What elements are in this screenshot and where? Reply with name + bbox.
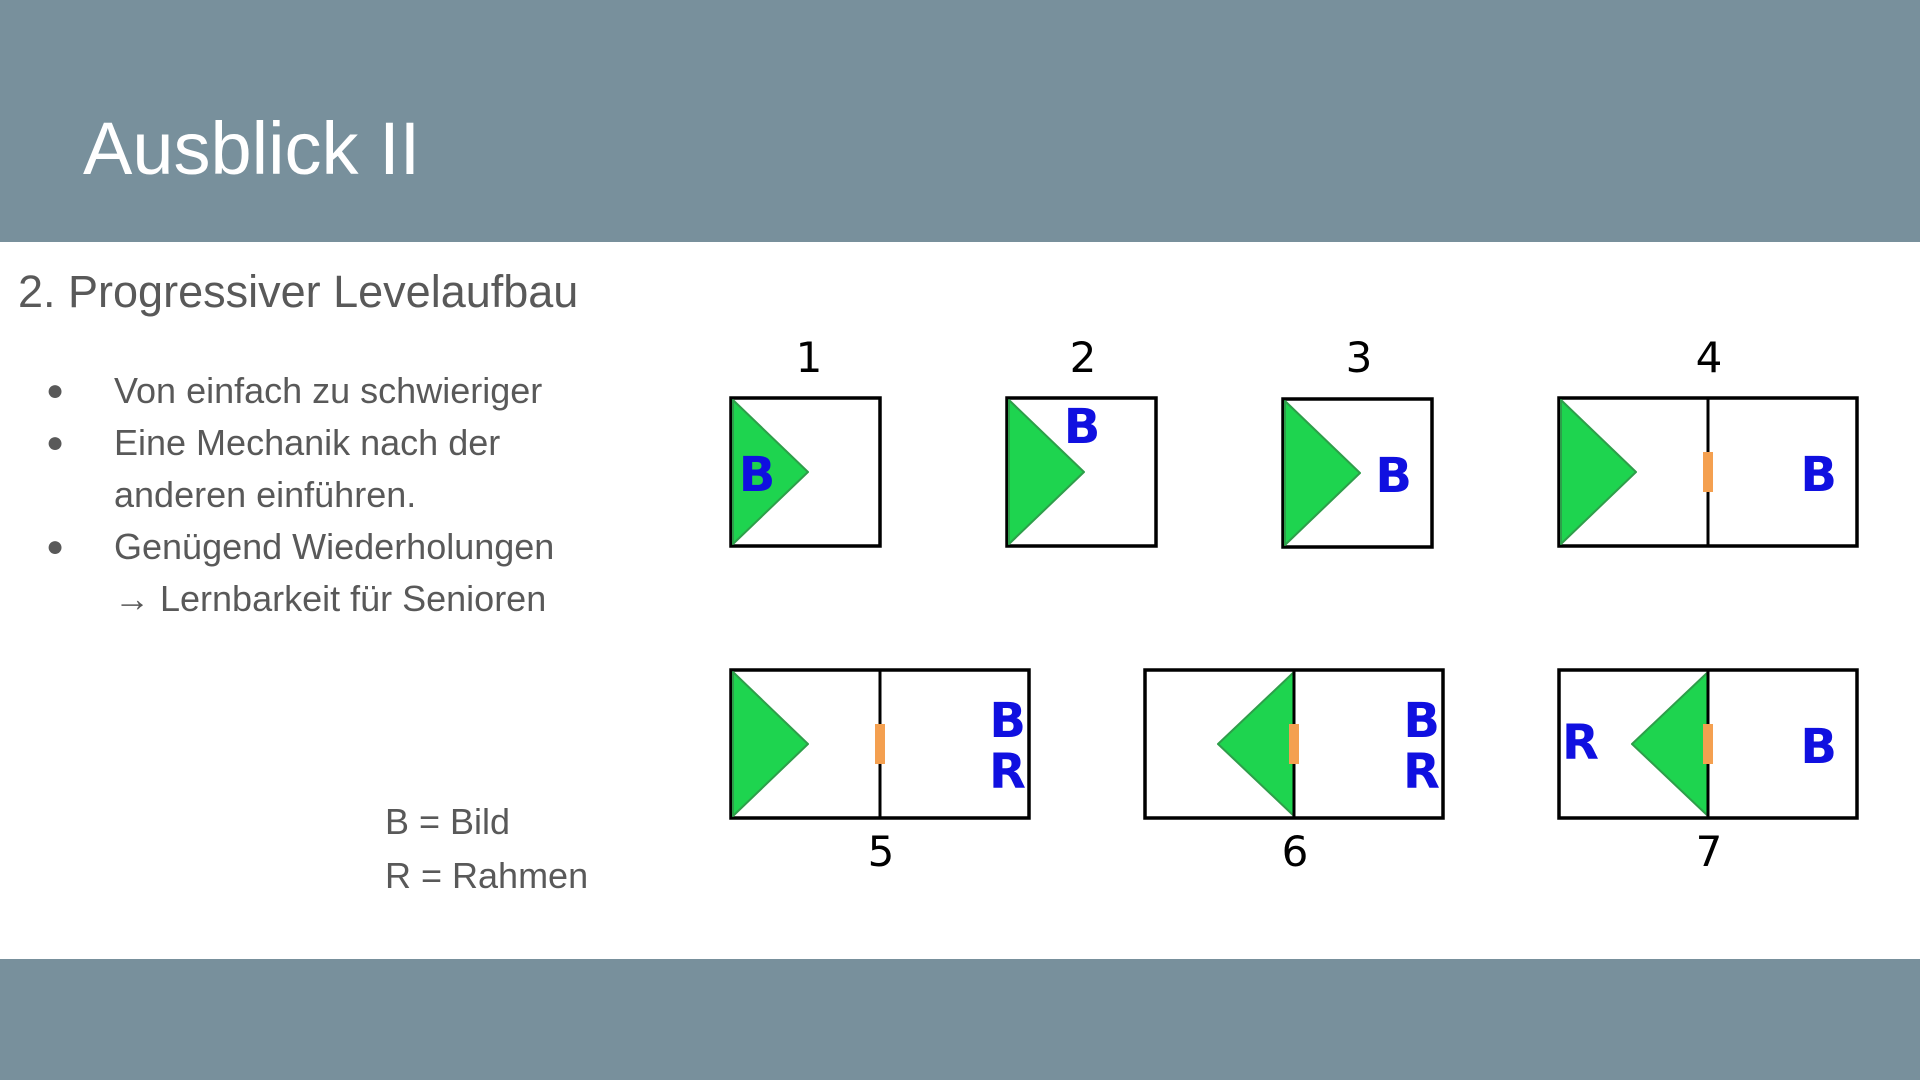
level-number: 3 xyxy=(1346,333,1373,382)
bullet-dot-icon: ● xyxy=(46,530,65,563)
divider-marker xyxy=(1289,724,1299,764)
divider-marker xyxy=(875,724,885,764)
bullet-line: anderen einführen. xyxy=(114,474,417,515)
bullet-dot-icon: ● xyxy=(46,374,65,407)
legend-line-bild: B = Bild xyxy=(385,801,511,842)
bullet-line: Genügend Wiederholungen xyxy=(114,526,555,567)
header-band xyxy=(0,0,1920,242)
letter-b: B xyxy=(1064,399,1101,455)
level-7: R B 7 xyxy=(1557,668,1859,876)
legend: B = Bild R = Rahmen xyxy=(385,795,588,903)
arrow-right-icon xyxy=(1560,399,1637,545)
level-number: 4 xyxy=(1696,333,1723,382)
arrow-right-icon xyxy=(1008,399,1085,545)
arrow-right-icon xyxy=(732,671,809,817)
level-3: B3 xyxy=(1281,333,1434,549)
level-4: B4 xyxy=(1557,333,1859,548)
legend-line-rahmen: R = Rahmen xyxy=(385,855,589,896)
level-6: BR 6 xyxy=(1143,668,1445,876)
bullet-line: Eine Mechanik nach der xyxy=(114,422,501,463)
level-1: B1 xyxy=(729,333,882,548)
letter-b: B xyxy=(739,447,776,503)
arrow-right-icon xyxy=(732,399,809,545)
bullet-item: ● Genügend Wiederholungen → Lernbarkeit … xyxy=(0,521,634,625)
letter-b: B xyxy=(989,693,1026,749)
level-number: 1 xyxy=(796,333,823,382)
bullet-line: → Lernbarkeit für Senioren xyxy=(114,578,547,619)
bullet-line: Von einfach zu schwieriger xyxy=(114,370,543,411)
bullet-dot-icon: ● xyxy=(46,426,65,459)
bullet-item: ● Eine Mechanik nach der anderen einführ… xyxy=(0,417,634,521)
slide-title: Ausblick II xyxy=(83,107,421,190)
letter-r: R xyxy=(989,744,1026,800)
level-number: 2 xyxy=(1070,333,1097,382)
level-number: 7 xyxy=(1696,827,1723,876)
letter-b: B xyxy=(1375,448,1412,504)
bullet-list: ● Von einfach zu schwieriger ● Eine Mech… xyxy=(0,365,634,625)
letter-b: B xyxy=(1800,447,1837,503)
divider-marker xyxy=(1703,452,1713,492)
letter-b: B xyxy=(1403,693,1440,749)
divider-marker xyxy=(1703,724,1713,764)
level-number: 6 xyxy=(1282,827,1309,876)
level-2: B2 xyxy=(1005,333,1158,548)
level-5: BR 5 xyxy=(729,668,1031,876)
letter-r: R xyxy=(1403,744,1440,800)
arrow-right-icon xyxy=(1284,400,1361,546)
bullet-item: ● Von einfach zu schwieriger xyxy=(0,365,634,417)
letter-b: B xyxy=(1800,719,1837,775)
slide-subtitle: 2. Progressiver Levelaufbau xyxy=(18,266,579,317)
footer-band xyxy=(0,959,1920,1080)
letter-r: R xyxy=(1562,715,1599,771)
level-number: 5 xyxy=(868,827,895,876)
